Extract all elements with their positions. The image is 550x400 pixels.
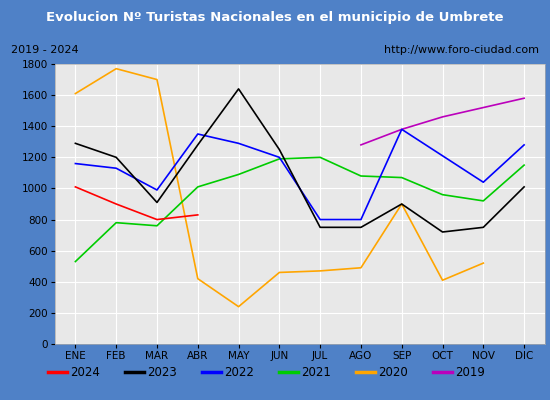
Text: 2021: 2021 [301, 366, 331, 378]
Text: 2023: 2023 [147, 366, 177, 378]
Text: 2019: 2019 [455, 366, 485, 378]
Text: http://www.foro-ciudad.com: http://www.foro-ciudad.com [384, 45, 539, 55]
Text: 2020: 2020 [378, 366, 408, 378]
Text: Evolucion Nº Turistas Nacionales en el municipio de Umbrete: Evolucion Nº Turistas Nacionales en el m… [46, 12, 504, 24]
Text: 2024: 2024 [70, 366, 100, 378]
Text: 2022: 2022 [224, 366, 254, 378]
Text: 2019 - 2024: 2019 - 2024 [11, 45, 79, 55]
